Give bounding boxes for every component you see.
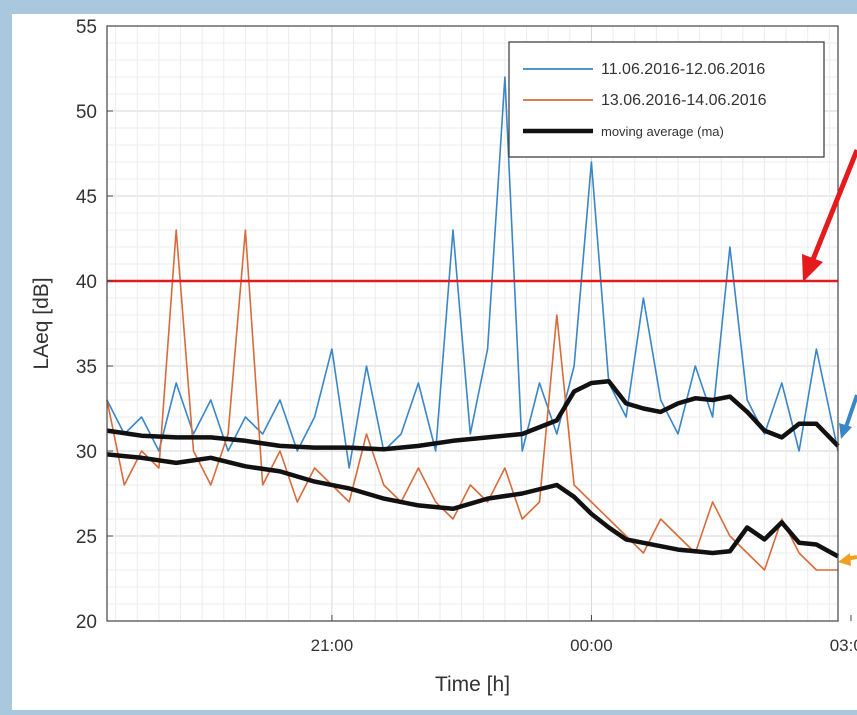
y-axis-label: LAeq [dB] [30, 277, 53, 369]
line-chart: 20 25 30 35 40 45 50 55 21:00 00:00 03:00 Time [h] L… [30, 17, 857, 696]
series-line-3 [106, 452, 840, 559]
x-tick-label: 03:00 [830, 636, 857, 655]
y-tick-label: 35 [76, 357, 97, 378]
figure-panel: 20 25 30 35 40 45 50 55 21:00 00:00 03:00 Time [h] L… [12, 14, 857, 710]
y-tick-label: 40 [76, 272, 97, 293]
series-line-1 [106, 229, 838, 571]
y-tick-label: 55 [76, 17, 97, 38]
y-tick-label: 20 [76, 612, 97, 633]
y-tick-label: 45 [76, 187, 97, 208]
legend-entry-2: moving average (ma) [601, 124, 724, 139]
y-tick-label: 25 [76, 527, 97, 548]
series-line-0 [106, 76, 839, 469]
x-tick-label: 21:00 [311, 636, 354, 655]
legend-entry-1: 13.06.2016-14.06.2016 [601, 92, 767, 109]
x-axis-label: Time [h] [435, 673, 510, 696]
x-tick-label: 00:00 [570, 636, 613, 655]
series-line-2 [106, 379, 840, 452]
y-tick-label: 50 [76, 102, 97, 123]
legend-entry-0: 11.06.2016-12.06.2016 [601, 61, 765, 78]
plot-border [106, 25, 839, 622]
y-tick-label: 30 [76, 442, 97, 463]
